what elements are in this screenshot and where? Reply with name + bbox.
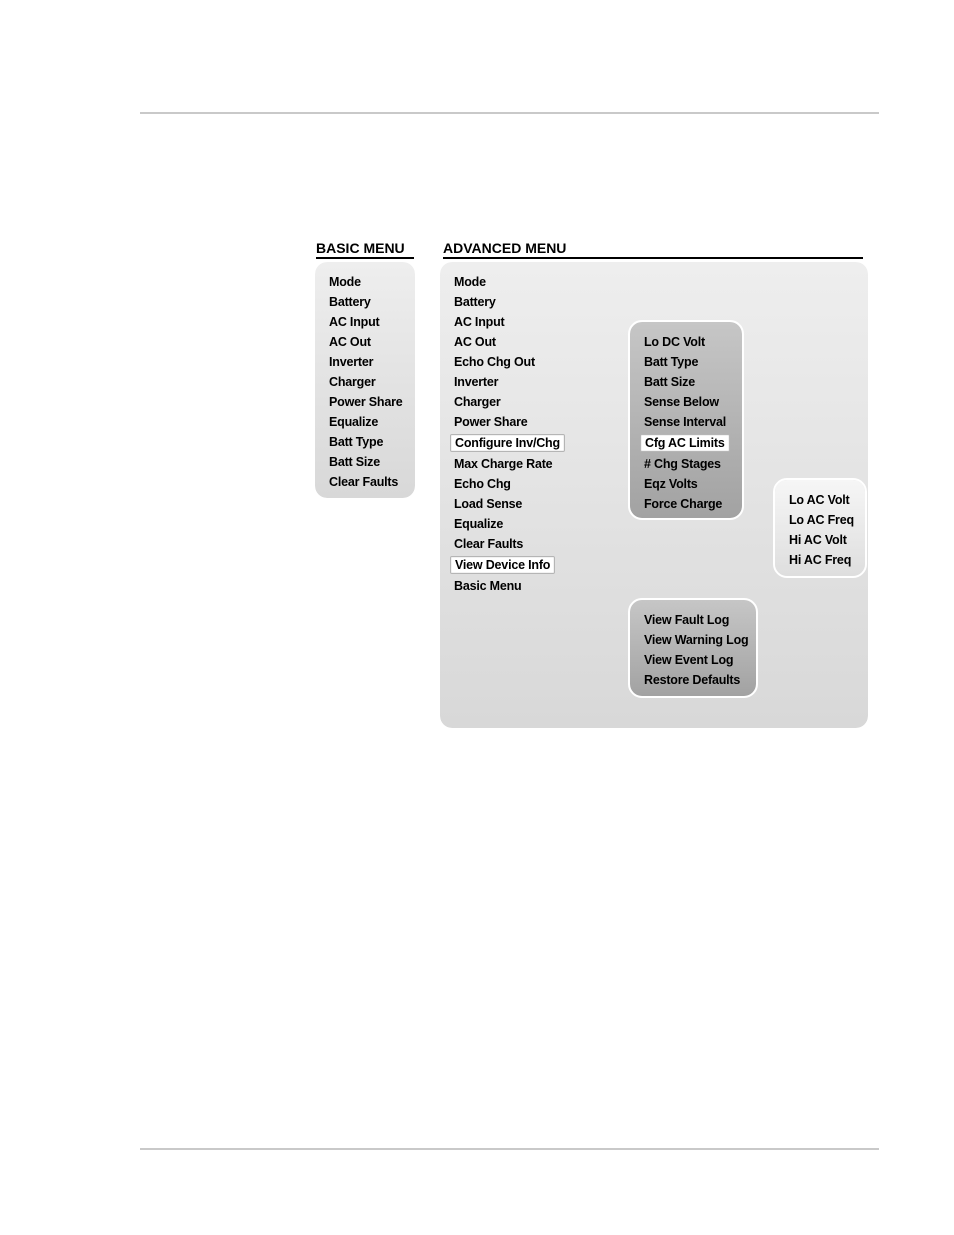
configure-item: Batt Type <box>644 352 728 372</box>
advanced-item-label: View Device Info <box>450 556 555 574</box>
advanced-menu-heading: ADVANCED MENU <box>443 240 863 259</box>
advanced-item-label: Configure Inv/Chg <box>450 434 565 452</box>
configure-item: Cfg AC Limits <box>644 432 728 454</box>
basic-item: Batt Type <box>329 432 401 452</box>
menu-diagram: BASIC MENU ADVANCED MENU ModeBatteryAC I… <box>313 240 873 730</box>
basic-panel: ModeBatteryAC InputAC OutInverterCharger… <box>313 260 417 500</box>
configure-item: Sense Below <box>644 392 728 412</box>
deviceinfo-item: View Fault Log <box>644 610 742 630</box>
configure-item: Batt Size <box>644 372 728 392</box>
configure-item: # Chg Stages <box>644 454 728 474</box>
basic-menu-heading-text: BASIC MENU <box>316 240 405 256</box>
basic-item: Batt Size <box>329 452 401 472</box>
advanced-menu-heading-text: ADVANCED MENU <box>443 240 566 256</box>
configure-item: Lo DC Volt <box>644 332 728 352</box>
basic-item: Mode <box>329 272 401 292</box>
aclimits-item: Hi AC Volt <box>789 530 851 550</box>
advanced-item: Mode <box>454 272 854 292</box>
configure-panel: Lo DC VoltBatt TypeBatt SizeSense BelowS… <box>628 320 744 520</box>
basic-item: Clear Faults <box>329 472 401 492</box>
advanced-item: Basic Menu <box>454 576 854 596</box>
configure-list: Lo DC VoltBatt TypeBatt SizeSense BelowS… <box>630 322 742 520</box>
deviceinfo-list: View Fault LogView Warning LogView Event… <box>630 600 756 698</box>
footer-rule <box>140 1148 879 1150</box>
configure-item: Eqz Volts <box>644 474 728 494</box>
deviceinfo-item: View Warning Log <box>644 630 742 650</box>
basic-item: Battery <box>329 292 401 312</box>
deviceinfo-panel: View Fault LogView Warning LogView Event… <box>628 598 758 698</box>
advanced-item: Battery <box>454 292 854 312</box>
aclimits-item: Lo AC Freq <box>789 510 851 530</box>
basic-item: Equalize <box>329 412 401 432</box>
advanced-underline <box>443 257 863 259</box>
aclimits-item: Hi AC Freq <box>789 550 851 570</box>
configure-item-label: Cfg AC Limits <box>640 434 730 452</box>
aclimits-panel: Lo AC VoltLo AC FreqHi AC VoltHi AC Freq <box>773 478 867 578</box>
deviceinfo-item: Restore Defaults <box>644 670 742 690</box>
basic-list: ModeBatteryAC InputAC OutInverterCharger… <box>315 262 415 500</box>
basic-item: AC Out <box>329 332 401 352</box>
aclimits-item: Lo AC Volt <box>789 490 851 510</box>
basic-item: Charger <box>329 372 401 392</box>
header-rule <box>140 112 879 114</box>
basic-menu-heading: BASIC MENU <box>316 240 414 259</box>
configure-item: Force Charge <box>644 494 728 514</box>
basic-item: AC Input <box>329 312 401 332</box>
deviceinfo-item: View Event Log <box>644 650 742 670</box>
basic-item: Power Share <box>329 392 401 412</box>
basic-item: Inverter <box>329 352 401 372</box>
configure-item: Sense Interval <box>644 412 728 432</box>
aclimits-list: Lo AC VoltLo AC FreqHi AC VoltHi AC Freq <box>775 480 865 578</box>
basic-underline <box>316 257 414 259</box>
